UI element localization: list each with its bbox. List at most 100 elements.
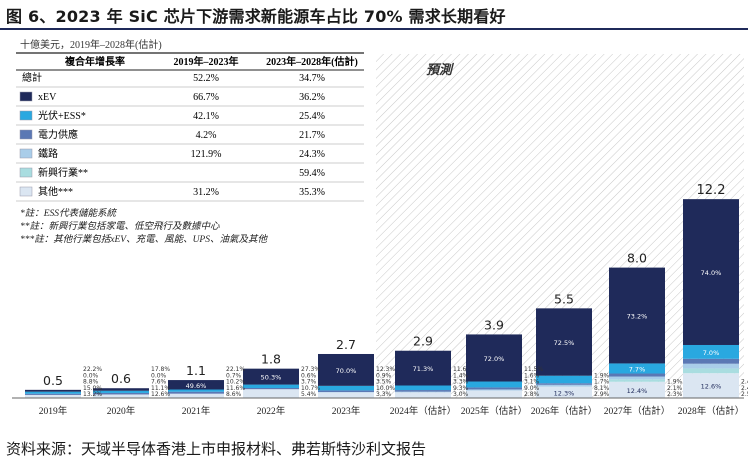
segment-label: 49.6% [186,382,207,390]
bar-segment-pv [243,384,299,388]
segment-label: 12.6% [701,383,722,391]
segment-label-small: 1.9% [667,379,683,386]
bar-segment-pv [395,385,451,391]
bar-segment-pv [318,385,374,391]
segment-label: 74.0% [701,269,722,277]
segment-label-small: 9.0% [524,385,540,392]
segment-label-small: 3.3% [453,379,469,386]
bar-segment-other [466,390,522,398]
segment-label-small: 8.6% [226,391,242,398]
bar-segment-other [168,393,224,398]
table-row-name: 新興行業** [38,166,88,179]
segment-label-small: 0.0% [151,372,167,379]
table-header-col1: 2019年–2023年 [174,55,239,68]
x-tick-label: 2022年 [257,405,286,417]
footnote: **註：新興行業包括家電、低空飛行及數據中心 [20,220,220,232]
bar-segment-other [93,394,149,398]
table-cell-col2: 21.7% [299,130,325,141]
total-label: 8.0 [627,251,647,266]
segment-label-small: 0.9% [376,372,392,379]
table-cell-col2: 34.7% [299,73,325,84]
segment-label-small: 15.0% [83,385,102,392]
bar-segment-pv [25,391,81,394]
segment-label-small: 13.2% [83,391,102,398]
segment-label-small: 2.9% [594,391,610,398]
footnote: *註：ESS代表儲能系統 [20,208,118,219]
bar-segment-xev [243,368,299,385]
bar-segment-xev [25,389,81,392]
segment-label-small: 2.3% [667,391,683,398]
table-header-name: 複合年增長率 [64,55,125,68]
segment-label-small: 1.9% [594,372,610,379]
segment-label-small: 12.3% [376,366,395,373]
bar-segment-pv [609,363,665,374]
table-row-name: 電力供應 [38,128,78,141]
segment-label: 72.0% [484,355,505,363]
segment-label-small: 12.6% [151,391,170,398]
bar-segment-xev [318,353,374,386]
bar-segment-xev [93,388,149,391]
segment-label-small: 0.0% [83,372,99,379]
segment-label-small: 17.8% [151,366,170,373]
bar-segment-other [395,392,451,398]
bar-segment-power [609,373,665,377]
table-cell-col2: 36.2% [299,92,325,103]
segment-label-small: 3.0% [453,391,469,398]
cagr-table: 複合年增長率 2019年–2023年 2023年–2028年(估計) 總計 52.2% 3… [16,52,364,202]
bar-segment-power [93,392,149,395]
table-cell-col1: 121.9% [191,149,222,160]
segment-label-small: 2.4% [741,379,748,386]
total-label: 2.9 [413,334,433,349]
bar-segment-xev [466,334,522,382]
segment-label-small: 27.3% [301,366,320,373]
x-tick-label: 2027年（估計） [604,405,671,417]
bar-segment-other [318,392,374,398]
source-note: 资料来源：天域半导体香港上市申报材料、弗若斯特沙利文报告 [6,440,427,458]
forecast-label: 預測 [426,62,455,77]
table-cell-col2: 35.3% [299,187,325,198]
table-cell-col1: 4.2% [196,130,217,141]
bar-segment-xev [536,308,592,376]
title-rule [0,28,748,30]
bar-segment-rail [395,391,451,393]
bar-segment-power [536,383,592,385]
bar-segment-pv [466,381,522,388]
stacked-bar-chart: 預測 十億美元，2019年–2028年(估計) 複合年增長率 2019年–2023… [12,38,748,417]
bar-segment-rail [609,376,665,380]
bar-segment-rail [683,363,739,369]
table-cell-col2: 24.3% [299,149,325,160]
total-label: 3.9 [484,317,504,332]
bar-segment-xev [683,199,739,345]
x-tick-label: 2025年（估計） [461,405,528,417]
segment-label-small: 7.6% [151,379,167,386]
bar-segment-power [243,387,299,390]
total-label: 2.7 [336,337,356,352]
table-cell-col1: 31.2% [193,187,219,198]
x-tick-label: 2024年（估計） [390,405,457,417]
table-cell-col1: 66.7% [193,92,219,103]
segment-label-small: 11.1% [151,385,170,392]
bar-segment-other [609,381,665,398]
x-tick-label: 2021年 [182,405,211,417]
segment-label: 73.2% [627,313,648,321]
segment-label: 12.4% [627,387,648,395]
segment-label-small: 5.4% [301,391,317,398]
total-label: 1.8 [261,352,281,367]
bar-segment-pv [168,389,224,392]
bar-segment-other [25,394,81,398]
segment-label: 70.0% [336,367,357,375]
table-row-name: xEV [38,92,57,103]
segment-label-small: 2.8% [524,391,540,398]
x-tick-label: 2020年 [107,405,136,417]
table-cell-col1: 42.1% [193,111,219,122]
bar-segment-power [683,358,739,364]
segment-label-small: 3.5% [376,379,392,386]
bar-segment-other [243,389,299,398]
segment-label-small: 2.4% [741,385,748,392]
segment-label-small: 11.6% [226,385,245,392]
x-tick-label: 2028年（估計） [678,405,745,417]
total-labels: 0.5 0.6 1.1 1.8 2.7 2.9 3.9 5.5 8.0 12.2 [43,183,725,388]
bar-segment-emerging [683,368,739,374]
segment-labels: 22.2%0.0%8.8%15.0%13.2%17.8%0.0%7.6%11.1… [83,269,748,398]
table-cell-col2: 59.4% [299,168,325,179]
